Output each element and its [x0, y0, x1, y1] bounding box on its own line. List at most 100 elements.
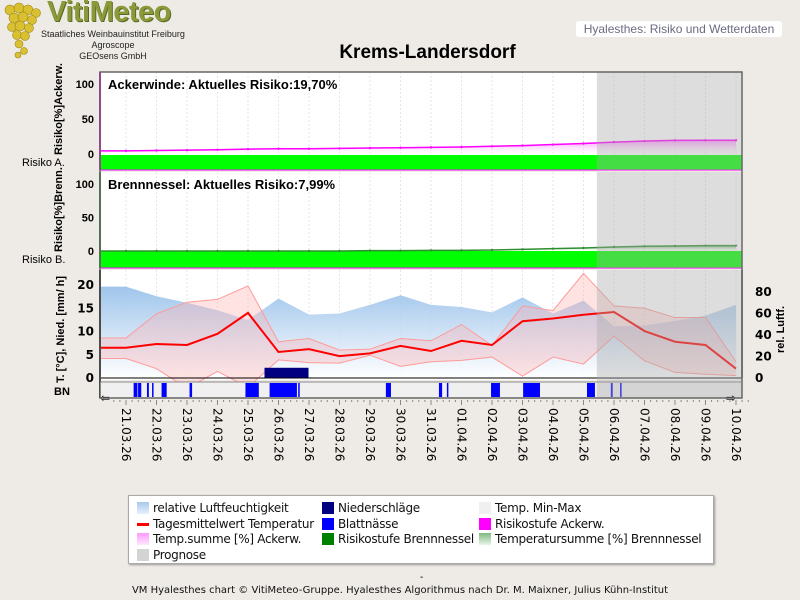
- risk-point: [185, 249, 189, 253]
- leaf-wetness-bar: [133, 383, 138, 397]
- legend-label: Temperatursumme [%] Brennnessel: [495, 532, 702, 546]
- risk-point: [124, 249, 128, 253]
- legend-swatch-icon: [322, 533, 334, 545]
- risk-point: [551, 143, 555, 146]
- x-tick-label: 02.04.26: [485, 408, 499, 461]
- risk-point: [704, 244, 707, 247]
- legend-label: Risikostufe Brennnessel: [338, 532, 474, 546]
- x-tick-label: 22.03.26: [150, 408, 164, 461]
- leaf-wetness-bar: [523, 383, 540, 397]
- x-tick-label: 27.03.26: [302, 408, 316, 461]
- page-tab[interactable]: Hyalesthes: Risiko und Wetterdaten: [576, 21, 782, 37]
- legend-label: Temp. Min-Max: [495, 501, 582, 515]
- leaf-wetness-bar: [138, 383, 142, 397]
- risk-point: [307, 147, 311, 150]
- x-tick-label: 21.03.26: [119, 408, 133, 461]
- brennnessel-ylabel: Risiko[%]Brenn.: [53, 167, 65, 252]
- risk-point: [704, 139, 707, 142]
- y-tick-label: 10: [77, 325, 94, 339]
- plot-frame: [99, 71, 743, 399]
- footer-dash: -: [420, 572, 424, 583]
- x-tick-label: 03.04.26: [516, 408, 530, 461]
- chart-title: Krems-Landersdorf: [339, 42, 516, 63]
- leaf-wetness-bar: [438, 383, 443, 397]
- legend-swatch-icon: [137, 548, 149, 561]
- risk-point: [277, 147, 280, 150]
- ackerwinde-annotation: Ackerwinde: Aktuelles Risiko:19,70%: [108, 77, 338, 92]
- risk-point: [582, 142, 585, 145]
- temp-min-line: [100, 335, 737, 389]
- risk-point: [338, 147, 341, 150]
- leaf-wetness-bar: [491, 383, 500, 397]
- risk-point: [734, 244, 738, 247]
- risk-area: [100, 245, 736, 251]
- x-tick-label: 01.04.26: [455, 408, 469, 461]
- risk-point: [673, 139, 677, 142]
- prognose-area: [596, 270, 742, 398]
- leaf-wetness-bar: [245, 383, 259, 397]
- x-tick-label: 28.03.26: [333, 408, 347, 461]
- legend-label: Tagesmittelwert Temperatur: [153, 516, 314, 531]
- grape-logo-icon: [4, 2, 41, 59]
- y-tick-label: 0: [86, 371, 94, 385]
- logo-line: Agroscope: [91, 40, 135, 50]
- y-tick-label: 0: [88, 246, 94, 258]
- ackerwinde-ylabel: Risiko[%]Ackerw.: [53, 63, 65, 155]
- prognose-area: [596, 172, 742, 268]
- risk-level-band: [100, 155, 742, 170]
- risk-point: [643, 245, 646, 248]
- leaf-wetness-bar: [620, 383, 622, 397]
- risk-point: [521, 248, 524, 251]
- y-right-tick-label: 40: [755, 328, 772, 342]
- leaf-wetness-bar: [146, 383, 149, 397]
- y-right-tick-label: 20: [755, 350, 772, 364]
- brennnessel-annotation: Brennnessel: Aktuelles Risiko:7,99%: [108, 177, 336, 192]
- x-tick-label: 31.03.26: [424, 408, 438, 461]
- risk-point: [582, 246, 585, 250]
- y-tick-label: 0: [88, 149, 94, 161]
- y-right-tick-label: 80: [755, 285, 772, 299]
- risk-b-label: Risiko B.: [22, 254, 65, 266]
- legend-swatch-icon: [322, 517, 334, 530]
- leaf-wetness-bar: [189, 383, 193, 397]
- risk-line: [100, 139, 736, 152]
- y-tick-label: 20: [77, 278, 94, 292]
- risk-point: [490, 248, 494, 252]
- risk-point: [368, 249, 372, 252]
- risk-point: [490, 145, 494, 148]
- risk-point: [612, 245, 616, 249]
- leaf-wetness-bar: [152, 383, 154, 397]
- x-tick-label: 07.04.26: [638, 408, 652, 461]
- risk-point: [643, 139, 646, 143]
- risk-point: [155, 149, 158, 152]
- logo: VitiMeteo Staatliches Weinbauinstitut Fr…: [0, 0, 190, 70]
- legend-label: relative Luftfeuchtigkeit: [153, 501, 289, 515]
- risk-a-label: Risiko A.: [22, 157, 65, 169]
- y-right-tick-label: 0: [755, 371, 763, 385]
- risk-point: [368, 146, 372, 150]
- risk-point: [185, 148, 189, 152]
- leaf-wetness-bar: [269, 383, 297, 397]
- risk-point: [612, 140, 616, 144]
- risk-point: [399, 249, 402, 252]
- brand-name: VitiMeteo: [47, 0, 171, 28]
- risk-point: [673, 244, 677, 248]
- leaf-wetness-bar: [298, 383, 300, 397]
- x-tick-label: 25.03.26: [241, 408, 255, 461]
- legend-swatch-icon: [322, 502, 334, 514]
- temp-max-line: [100, 272, 737, 363]
- risk-point: [338, 249, 341, 253]
- risk-point: [460, 249, 463, 252]
- temp-mean-line: [100, 310, 737, 370]
- y-right-tick-label: 60: [755, 307, 772, 321]
- y-tick-label: 50: [82, 213, 94, 225]
- x-tick-label: 04.04.26: [546, 408, 560, 461]
- risk-point: [246, 249, 250, 253]
- x-tick-label: 08.04.26: [668, 408, 682, 461]
- legend-swatch-icon: [479, 533, 491, 545]
- x-tick-label: 23.03.26: [180, 408, 194, 461]
- leaf-wetness-bar: [446, 383, 449, 397]
- risk-point: [155, 249, 158, 253]
- legend-swatch-icon: [137, 533, 149, 545]
- temp-min-max-band: [100, 273, 736, 389]
